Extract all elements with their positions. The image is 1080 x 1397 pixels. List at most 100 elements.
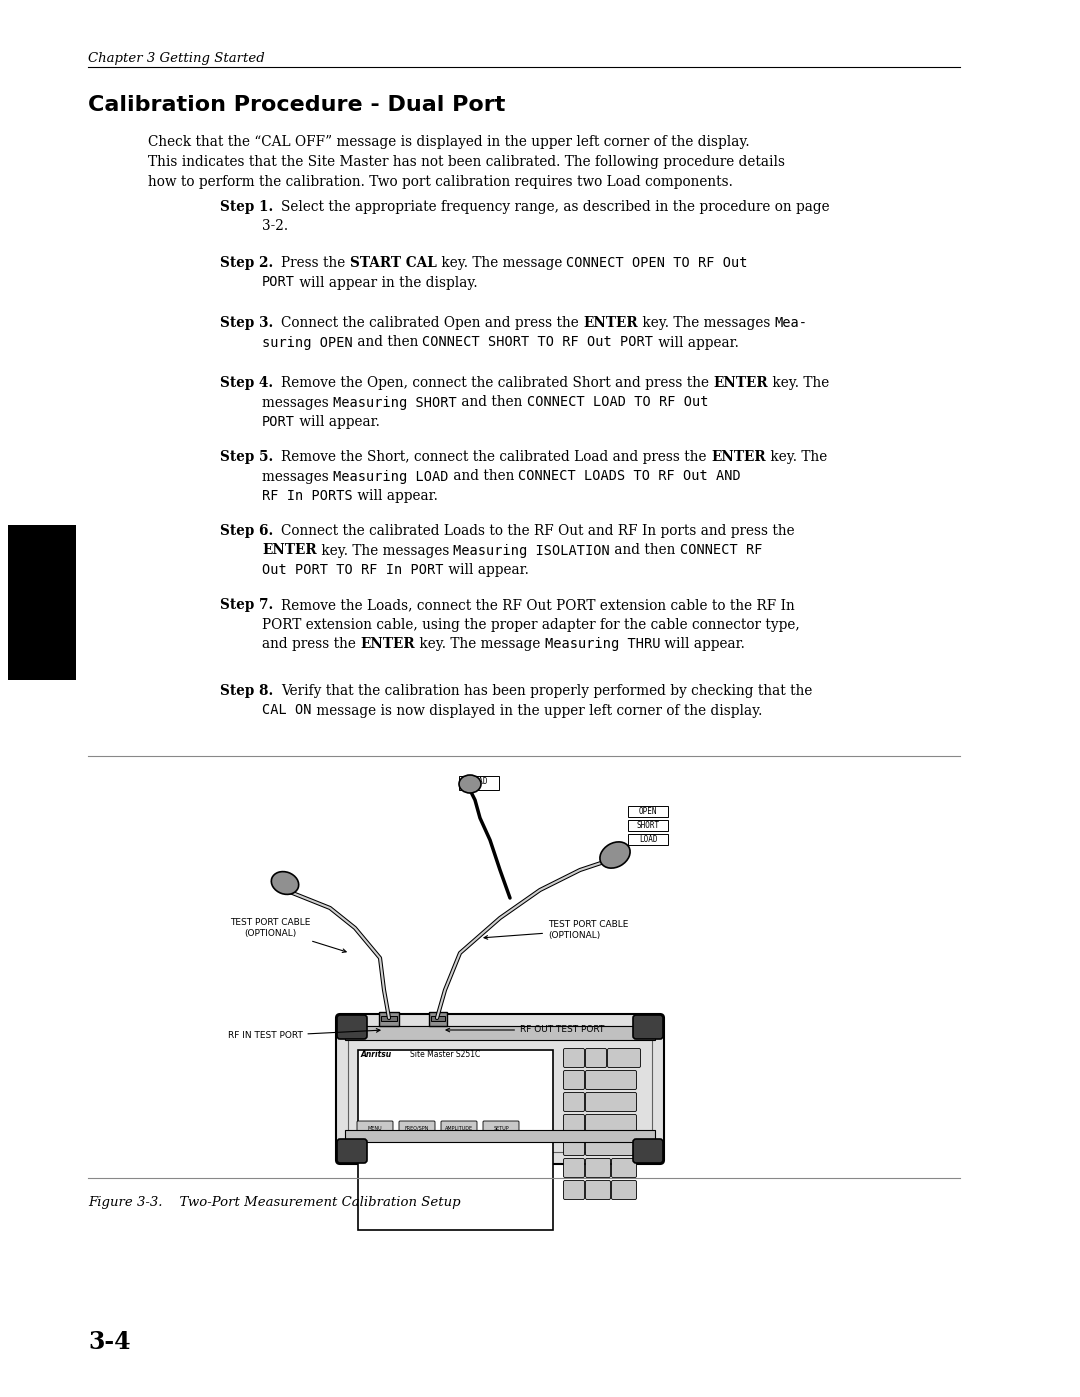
Text: CONNECT SHORT TO RF Out PORT: CONNECT SHORT TO RF Out PORT xyxy=(422,335,653,349)
FancyBboxPatch shape xyxy=(336,1014,664,1164)
Bar xyxy=(345,1025,654,1039)
Text: ENTER: ENTER xyxy=(714,376,768,390)
Ellipse shape xyxy=(271,872,299,894)
Text: key. The messages: key. The messages xyxy=(316,543,454,557)
Text: Step 2.: Step 2. xyxy=(220,256,273,270)
Text: Step 8.: Step 8. xyxy=(220,685,273,698)
Text: Step 3.: Step 3. xyxy=(220,316,273,330)
Ellipse shape xyxy=(459,775,481,793)
FancyBboxPatch shape xyxy=(585,1115,636,1133)
Text: SETUP: SETUP xyxy=(494,1126,509,1130)
Text: Step 6.: Step 6. xyxy=(220,524,273,538)
FancyBboxPatch shape xyxy=(611,1158,636,1178)
Bar xyxy=(431,1016,445,1021)
Text: MENU: MENU xyxy=(367,1126,382,1130)
Text: Step 7.: Step 7. xyxy=(220,598,273,612)
FancyBboxPatch shape xyxy=(564,1115,584,1133)
Text: RF OUT TEST PORT: RF OUT TEST PORT xyxy=(446,1025,605,1035)
Text: Figure 3-3.    Two-Port Measurement Calibration Setup: Figure 3-3. Two-Port Measurement Calibra… xyxy=(87,1196,461,1208)
Text: and press the: and press the xyxy=(262,637,361,651)
FancyBboxPatch shape xyxy=(337,1139,367,1162)
FancyBboxPatch shape xyxy=(633,1016,663,1039)
FancyBboxPatch shape xyxy=(441,1120,477,1134)
Text: will appear.: will appear. xyxy=(653,335,739,349)
Bar xyxy=(627,820,669,831)
Text: and then: and then xyxy=(353,335,422,349)
Text: key. The message: key. The message xyxy=(415,637,544,651)
Text: will appear.: will appear. xyxy=(660,637,745,651)
Bar xyxy=(627,834,669,845)
Text: CONNECT LOADS TO RF Out AND: CONNECT LOADS TO RF Out AND xyxy=(518,469,741,483)
Text: Select the appropriate frequency range, as described in the procedure on page: Select the appropriate frequency range, … xyxy=(281,200,829,214)
Text: SHORT: SHORT xyxy=(636,821,660,830)
Text: PORT: PORT xyxy=(262,275,295,289)
Bar xyxy=(379,1011,399,1025)
FancyBboxPatch shape xyxy=(564,1070,584,1090)
Text: ENTER: ENTER xyxy=(583,316,638,330)
FancyBboxPatch shape xyxy=(585,1070,636,1090)
Text: will appear.: will appear. xyxy=(295,415,380,429)
Bar xyxy=(345,1130,654,1141)
FancyBboxPatch shape xyxy=(585,1158,610,1178)
Text: Measuring THRU: Measuring THRU xyxy=(544,637,660,651)
Text: ENTER: ENTER xyxy=(361,637,415,651)
Text: key. The messages: key. The messages xyxy=(638,316,774,330)
FancyBboxPatch shape xyxy=(459,775,499,789)
Text: how to perform the calibration. Two port calibration requires two Load component: how to perform the calibration. Two port… xyxy=(148,175,733,189)
Text: CAL ON: CAL ON xyxy=(262,704,311,718)
FancyBboxPatch shape xyxy=(585,1137,636,1155)
Text: Step 4.: Step 4. xyxy=(220,376,273,390)
Text: TEST PORT CABLE
(OPTIONAL): TEST PORT CABLE (OPTIONAL) xyxy=(484,921,629,940)
Text: CONNECT OPEN TO RF Out: CONNECT OPEN TO RF Out xyxy=(566,256,747,270)
Text: will appear in the display.: will appear in the display. xyxy=(295,275,477,289)
Text: Step 5.: Step 5. xyxy=(220,450,273,464)
Text: CONNECT RF: CONNECT RF xyxy=(680,543,762,557)
FancyBboxPatch shape xyxy=(357,1120,393,1134)
Text: Site Master S251C: Site Master S251C xyxy=(410,1051,481,1059)
Text: TEST PORT CABLE
(OPTIONAL): TEST PORT CABLE (OPTIONAL) xyxy=(230,918,347,953)
Text: messages: messages xyxy=(262,395,333,409)
Text: RF In PORTS: RF In PORTS xyxy=(262,489,353,503)
FancyBboxPatch shape xyxy=(564,1158,584,1178)
FancyBboxPatch shape xyxy=(564,1092,584,1112)
Text: Press the: Press the xyxy=(281,256,350,270)
FancyBboxPatch shape xyxy=(611,1180,636,1200)
Text: LOAD: LOAD xyxy=(470,778,488,787)
Bar xyxy=(627,806,669,817)
FancyBboxPatch shape xyxy=(399,1120,435,1134)
Bar xyxy=(348,1025,652,1153)
Text: ENTER: ENTER xyxy=(262,543,316,557)
FancyBboxPatch shape xyxy=(585,1180,610,1200)
FancyBboxPatch shape xyxy=(564,1049,584,1067)
Text: PORT extension cable, using the proper adapter for the cable connector type,: PORT extension cable, using the proper a… xyxy=(262,617,800,631)
Text: key. The message: key. The message xyxy=(436,256,566,270)
Text: 3-4: 3-4 xyxy=(87,1330,131,1354)
Text: Remove the Loads, connect the RF Out PORT extension cable to the RF In: Remove the Loads, connect the RF Out POR… xyxy=(281,598,795,612)
FancyBboxPatch shape xyxy=(483,1120,519,1134)
Text: suring OPEN: suring OPEN xyxy=(262,335,353,349)
Text: LOAD: LOAD xyxy=(638,835,658,845)
FancyBboxPatch shape xyxy=(585,1049,607,1067)
Text: PORT: PORT xyxy=(262,415,295,429)
FancyBboxPatch shape xyxy=(607,1049,640,1067)
Text: Connect the calibrated Loads to the RF Out and RF In ports and press the: Connect the calibrated Loads to the RF O… xyxy=(281,524,795,538)
Text: messages: messages xyxy=(262,469,333,483)
Text: key. The: key. The xyxy=(768,376,829,390)
Ellipse shape xyxy=(599,842,630,868)
Text: Remove the Open, connect the calibrated Short and press the: Remove the Open, connect the calibrated … xyxy=(281,376,714,390)
Bar xyxy=(429,1011,447,1025)
Text: Connect the calibrated Open and press the: Connect the calibrated Open and press th… xyxy=(281,316,583,330)
FancyBboxPatch shape xyxy=(337,1016,367,1039)
Text: key. The: key. The xyxy=(766,450,827,464)
Text: OPEN: OPEN xyxy=(638,807,658,816)
FancyBboxPatch shape xyxy=(585,1092,636,1112)
Text: Remove the Short, connect the calibrated Load and press the: Remove the Short, connect the calibrated… xyxy=(281,450,711,464)
Text: 3-2.: 3-2. xyxy=(262,219,288,233)
Text: will appear.: will appear. xyxy=(444,563,528,577)
FancyBboxPatch shape xyxy=(633,1139,663,1162)
Text: and then: and then xyxy=(610,543,680,557)
Text: Verify that the calibration has been properly performed by checking that the: Verify that the calibration has been pro… xyxy=(281,685,812,698)
Text: This indicates that the Site Master has not been calibrated. The following proce: This indicates that the Site Master has … xyxy=(148,155,785,169)
Text: Check that the “CAL OFF” message is displayed in the upper left corner of the di: Check that the “CAL OFF” message is disp… xyxy=(148,136,750,149)
FancyBboxPatch shape xyxy=(564,1137,584,1155)
